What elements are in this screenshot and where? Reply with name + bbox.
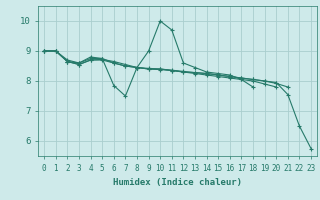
X-axis label: Humidex (Indice chaleur): Humidex (Indice chaleur) bbox=[113, 178, 242, 187]
